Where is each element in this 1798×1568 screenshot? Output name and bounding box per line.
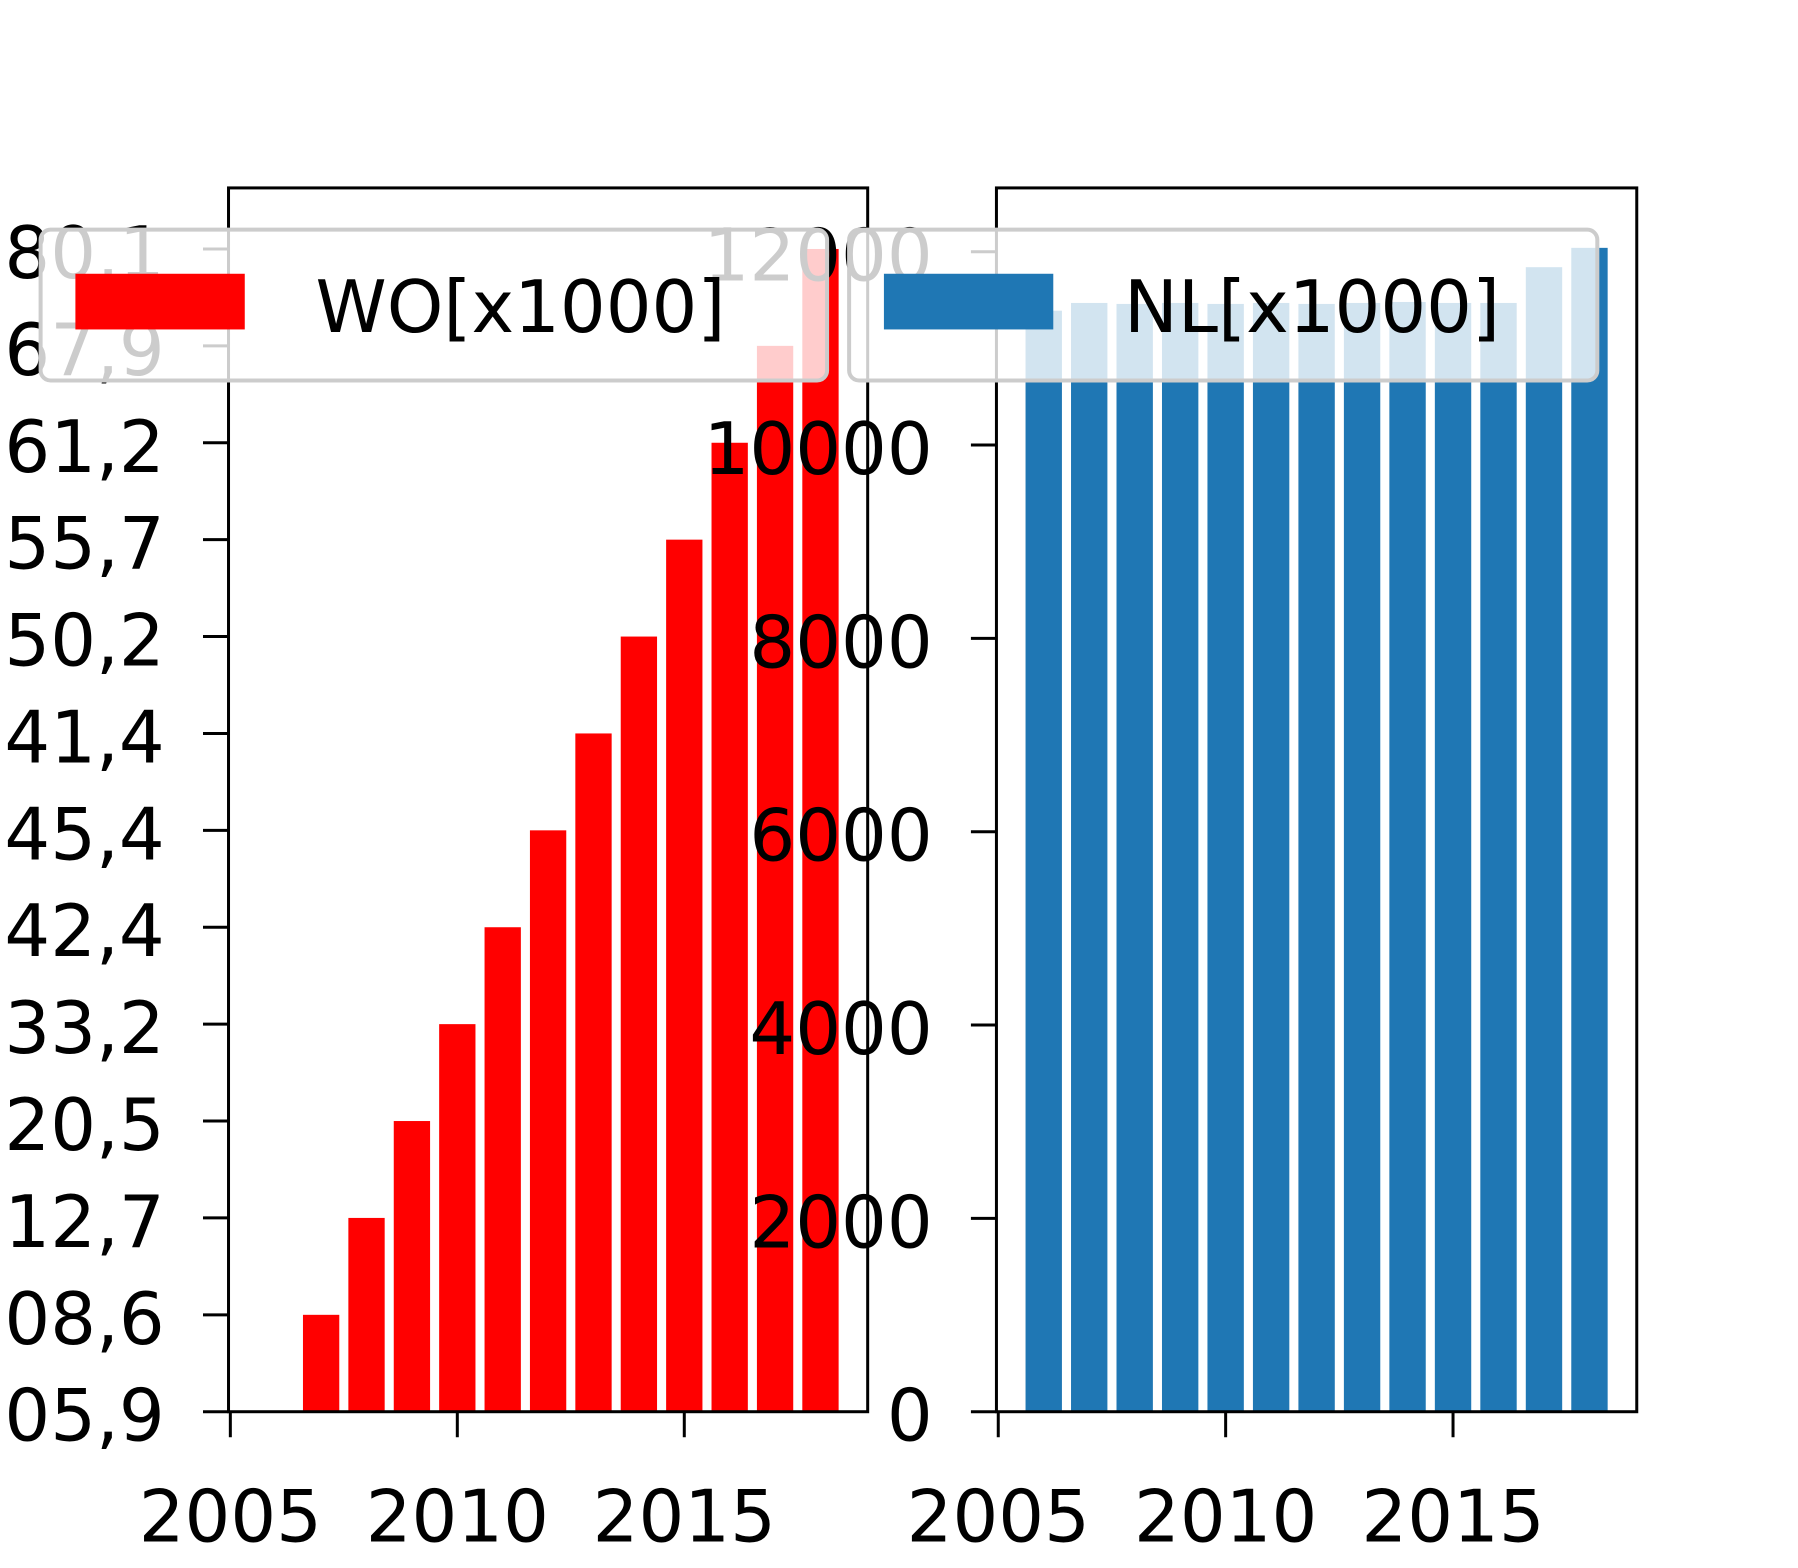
- bar: [1298, 303, 1335, 1412]
- y-tick-label: 42,4: [4, 889, 164, 973]
- bar: [756, 345, 794, 1412]
- y-tick-label: 2000: [749, 1180, 932, 1264]
- y-tick-label: 20,5: [4, 1083, 164, 1167]
- y-tick-label: 6000: [749, 794, 932, 878]
- bar: [439, 1024, 476, 1412]
- bar: [1571, 247, 1608, 1412]
- bar: [393, 1121, 431, 1412]
- legend-label: NL[x1000]: [1124, 265, 1500, 349]
- legend-box: [38, 227, 830, 383]
- legend-label: WO[x1000]: [316, 265, 726, 349]
- y-tick-label: 08,6: [4, 1277, 164, 1361]
- axes-frame: [994, 186, 1639, 1414]
- bar: [1480, 302, 1517, 1412]
- x-tick-label: 2010: [366, 1475, 549, 1559]
- bar: [1434, 302, 1472, 1412]
- bar: [1207, 303, 1244, 1412]
- bar: [711, 442, 748, 1412]
- bar: [802, 248, 839, 1412]
- y-tick-label: 05,9: [4, 1374, 164, 1458]
- x-tick-label: 2015: [593, 1475, 776, 1559]
- y-tick-label: 4000: [749, 987, 932, 1071]
- y-tick-label: 61,2: [4, 405, 164, 489]
- bar: [1071, 302, 1108, 1412]
- bar: [575, 733, 612, 1412]
- x-tick-label: 2005: [907, 1475, 1090, 1559]
- y-tick-label: 41,4: [4, 695, 164, 779]
- legend-swatch: [75, 273, 245, 330]
- bar: [1252, 302, 1290, 1412]
- bar: [529, 830, 567, 1412]
- x-tick-label: 2010: [1134, 1475, 1317, 1559]
- bar: [1389, 301, 1426, 1412]
- bar: [666, 539, 703, 1412]
- bar: [302, 1314, 340, 1412]
- bar: [1116, 303, 1153, 1412]
- y-tick-label: 45,4: [4, 792, 164, 876]
- bar: [620, 636, 658, 1412]
- legend-box: [847, 227, 1600, 383]
- bar: [1343, 302, 1381, 1412]
- bar: [348, 1217, 385, 1412]
- y-tick-label: 10000: [704, 407, 933, 491]
- bar: [1025, 310, 1062, 1412]
- axes-frame: [227, 186, 870, 1414]
- y-tick-label: 55,7: [4, 502, 164, 586]
- bar: [1161, 302, 1199, 1412]
- x-tick-label: 2015: [1361, 1475, 1544, 1559]
- y-tick-label: 50,2: [4, 599, 164, 683]
- bar: [1525, 267, 1563, 1412]
- y-tick-label: 8000: [749, 600, 932, 684]
- y-tick-label: 33,2: [4, 986, 164, 1070]
- y-tick-label: 0: [887, 1374, 933, 1458]
- legend-swatch: [883, 273, 1054, 330]
- y-tick-label: 12,7: [4, 1180, 164, 1264]
- bar: [484, 927, 521, 1412]
- x-tick-label: 2005: [139, 1475, 322, 1559]
